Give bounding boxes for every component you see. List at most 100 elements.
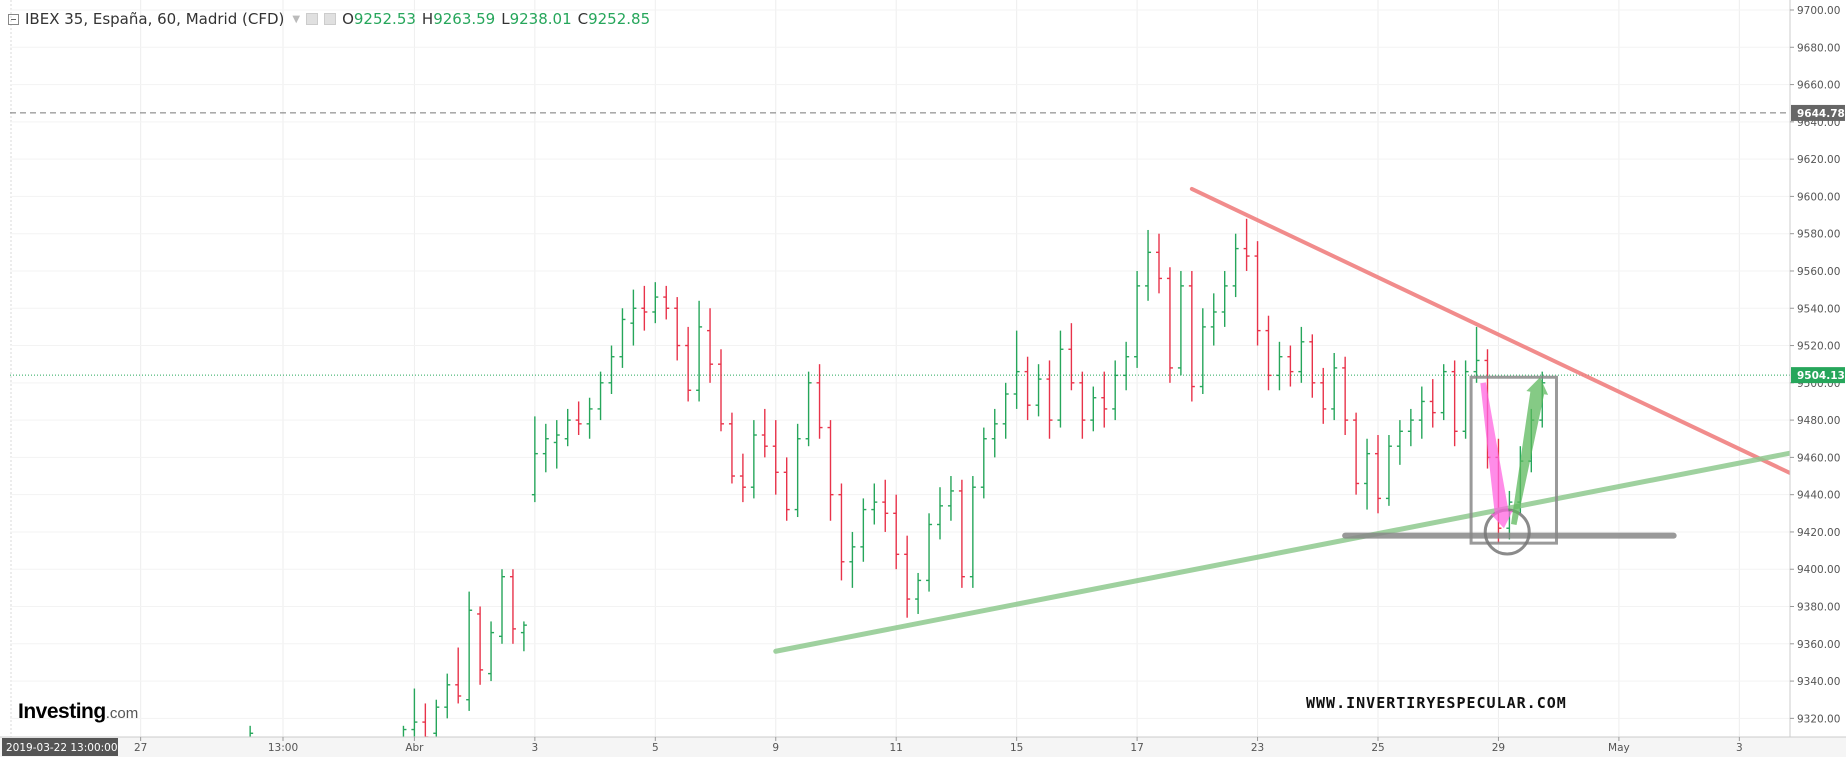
time-axis-label: May <box>1608 742 1630 754</box>
arrow-up-icon[interactable] <box>1511 377 1549 525</box>
ohlc-bar <box>783 457 790 521</box>
ohlc-bar <box>564 408 571 447</box>
price-label-box <box>1791 367 1845 384</box>
ohlc-bar <box>1002 382 1009 439</box>
ohlc-bar <box>531 416 538 503</box>
ohlc-bar <box>1156 233 1162 294</box>
annotation-box[interactable] <box>1469 375 1558 545</box>
ohlc-bar <box>1254 241 1261 346</box>
ohlc-close: C9252.85 <box>577 10 651 28</box>
ohlc-bar <box>1188 270 1195 402</box>
ohlc-bar <box>805 371 812 447</box>
ohlc-bar <box>455 647 462 704</box>
arrow-down-icon[interactable] <box>1480 382 1513 529</box>
ohlc-bar <box>1123 341 1130 391</box>
ohlc-bar <box>542 423 549 473</box>
ohlc-open: O9252.53 <box>342 10 416 28</box>
time-axis-label: 23 <box>1251 742 1264 754</box>
ohlc-bar <box>1473 326 1480 383</box>
ohlc-bar <box>509 569 516 644</box>
ohlc-bar <box>1396 420 1403 465</box>
time-axis-background <box>0 737 1846 757</box>
ohlc-bar <box>1364 438 1371 510</box>
ohlc-bar <box>915 572 922 614</box>
time-axis-label: 15 <box>1010 742 1023 754</box>
ohlc-bar <box>586 397 593 439</box>
ohlc-bar <box>1287 345 1294 387</box>
ohlc-bar <box>1342 356 1349 436</box>
ohlc-bar <box>466 591 473 711</box>
ohlc-high: H9263.59 <box>421 10 496 28</box>
ohlc-bar <box>1035 364 1042 417</box>
time-axis-label: 17 <box>1130 742 1143 754</box>
ohlc-bar <box>652 282 659 324</box>
ohlc-bar <box>674 297 681 361</box>
price-axis-label: 9540.00 <box>1797 303 1840 315</box>
price-axis-label: 9700.00 <box>1797 5 1840 17</box>
ohlc-bar <box>477 606 484 685</box>
symbol-title[interactable]: IBEX 35, España, 60, Madrid (CFD) <box>25 10 285 28</box>
price-axis-label: 9620.00 <box>1797 154 1840 166</box>
price-axis-label: 9520.00 <box>1797 341 1840 353</box>
trendline-support[interactable] <box>773 445 1819 654</box>
ohlc-bar <box>619 308 626 368</box>
ohlc-bar <box>1013 330 1020 409</box>
chevron-down-icon[interactable]: ▼ <box>292 13 301 25</box>
ohlc-bar <box>1276 341 1283 391</box>
ohlc-bar <box>499 569 505 644</box>
ohlc-bar <box>1068 323 1075 391</box>
time-axis-label: 3 <box>1736 742 1743 754</box>
close-icon[interactable] <box>324 13 337 25</box>
price-axis-label: 9600.00 <box>1797 191 1840 203</box>
price-label-9504.13: 9504.13 <box>1797 370 1845 382</box>
ohlc-bar <box>1385 435 1392 506</box>
ohlc-bar <box>1298 326 1305 383</box>
ohlc-bar <box>411 688 418 737</box>
price-axis-label: 9340.00 <box>1797 676 1840 688</box>
price-axis-label: 9400.00 <box>1797 564 1840 576</box>
ohlc-bar <box>969 476 976 588</box>
ohlc-bar <box>980 427 987 499</box>
ohlc-bar <box>444 673 451 719</box>
time-axis-label: Abr <box>405 742 424 754</box>
ohlc-bar <box>1429 379 1436 428</box>
time-axis-label: 9 <box>772 742 779 754</box>
ohlc-bar <box>947 476 954 521</box>
ohlc-bar <box>1134 270 1141 368</box>
ohlc-bar <box>1112 360 1119 421</box>
watermark-text: WWW.INVERTIRYESPECULAR.COM <box>1306 694 1567 712</box>
ohlc-bar <box>1418 386 1425 439</box>
price-axis-label: 9460.00 <box>1797 452 1840 464</box>
collapse-icon[interactable] <box>8 13 19 25</box>
price-axis-label: 9680.00 <box>1797 42 1840 54</box>
price-axis-label: 9380.00 <box>1797 602 1840 614</box>
ohlc-bar <box>772 420 779 495</box>
ohlc-bar <box>958 479 965 588</box>
trendline-resistance[interactable] <box>1189 186 1818 488</box>
ohlc-bar <box>707 308 714 383</box>
ohlc-bar <box>1331 352 1338 421</box>
ohlc-bar <box>575 401 582 436</box>
time-axis-label: 29 <box>1492 742 1505 754</box>
ohlc-bar <box>937 487 943 540</box>
ohlc-bar <box>728 412 735 484</box>
ohlc-bar <box>1057 330 1064 428</box>
price-axis-label: 9360.00 <box>1797 639 1840 651</box>
ohlc-bar <box>1024 356 1031 421</box>
time-axis-label: 13:00 <box>268 742 298 754</box>
ohlc-bar <box>718 349 724 432</box>
ohlc-bar <box>1451 360 1458 447</box>
ohlc-bar <box>696 300 703 402</box>
price-axis-label: 9480.00 <box>1797 415 1840 427</box>
ohlc-bar <box>1232 233 1239 298</box>
ohlc-bar <box>838 483 845 581</box>
price-axis-label: 9580.00 <box>1797 229 1840 241</box>
price-axis-label: 9560.00 <box>1797 266 1840 278</box>
ohlc-bar <box>520 621 527 652</box>
settings-icon[interactable] <box>306 13 319 25</box>
ohlc-bar <box>1353 412 1360 495</box>
investing-logo[interactable]: Investing.com <box>18 700 139 723</box>
price-label-box <box>1791 104 1845 121</box>
